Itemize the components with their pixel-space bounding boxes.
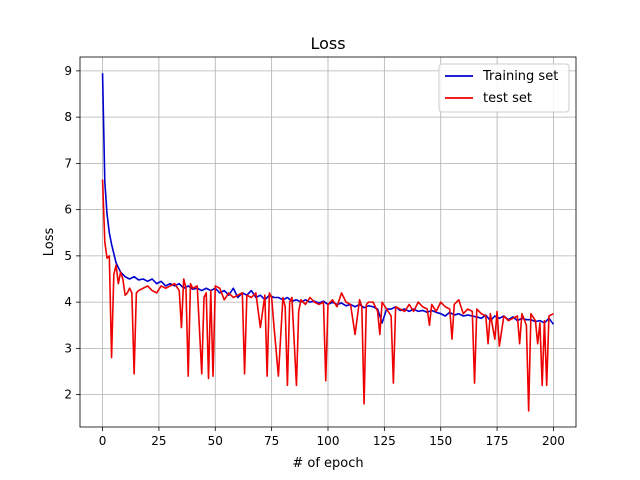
legend: Training set test set (438, 63, 570, 113)
x-axis-ticks: 0 25 50 75 100 125 150 175 200 (99, 427, 565, 448)
series-line-test-set (101, 179, 554, 412)
y-tick-label: 4 (64, 295, 72, 309)
x-tick-label: 175 (486, 434, 509, 448)
series-layer (101, 73, 555, 412)
y-tick-label: 9 (64, 64, 72, 78)
series-line-training-set (101, 73, 555, 325)
x-tick-label: 125 (373, 434, 396, 448)
chart-title: Loss (310, 34, 345, 53)
legend-entry-label: Training set (482, 69, 558, 84)
y-tick-label: 5 (64, 249, 72, 263)
y-tick-label: 7 (64, 156, 72, 170)
x-tick-label: 25 (151, 434, 166, 448)
y-axis-ticks: 2 3 4 5 6 7 8 9 (64, 64, 80, 402)
y-axis-label: Loss (42, 228, 57, 257)
legend-entry-label: test set (483, 91, 532, 106)
x-tick-label: 50 (208, 434, 223, 448)
y-tick-label: 3 (64, 341, 72, 355)
grid-lines (80, 57, 576, 427)
y-tick-label: 2 (64, 388, 72, 402)
y-tick-label: 8 (64, 110, 72, 124)
x-tick-label: 150 (429, 434, 452, 448)
x-tick-label: 75 (264, 434, 279, 448)
x-axis-label: # of epoch (292, 456, 363, 471)
x-tick-label: 200 (542, 434, 565, 448)
y-tick-label: 6 (64, 203, 72, 217)
x-tick-label: 0 (99, 434, 107, 448)
x-tick-label: 100 (317, 434, 340, 448)
